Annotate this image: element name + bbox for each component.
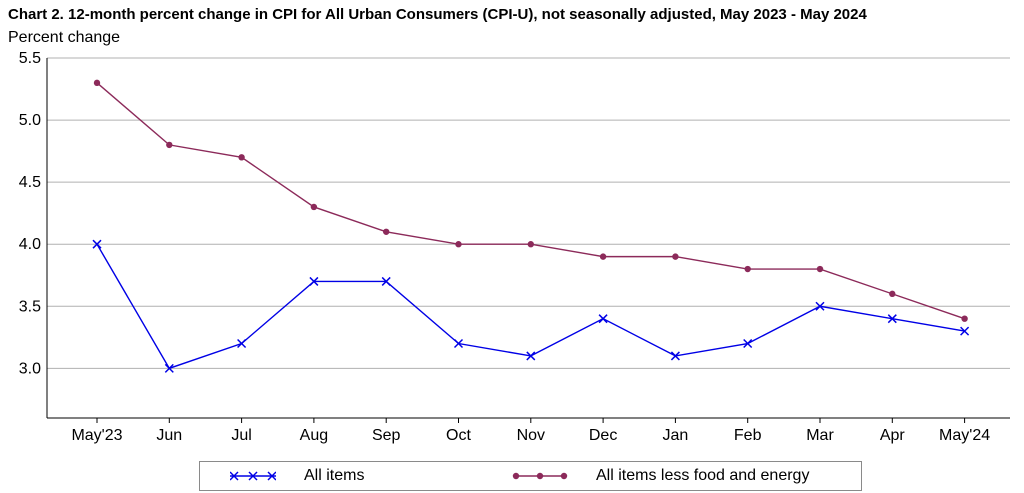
data-point: [381, 276, 391, 286]
marker-stroke: [309, 276, 319, 286]
data-point: [744, 265, 751, 273]
data-series: [92, 79, 970, 373]
marker-stroke: [815, 301, 825, 311]
data-point: [455, 241, 462, 248]
x-tick-label: Oct: [446, 427, 471, 444]
data-point: [889, 290, 896, 298]
series-core: [93, 79, 968, 322]
data-point: [237, 338, 247, 349]
marker-stroke: [960, 326, 970, 336]
legend-swatch-circle-marker: [512, 472, 568, 480]
data-point: [93, 79, 101, 87]
data-point: [164, 363, 174, 373]
data-point: [238, 154, 245, 161]
x-tick-label: Apr: [880, 427, 906, 444]
data-point: [672, 253, 679, 260]
gridlines: [47, 57, 1010, 369]
chart-title: Chart 2. 12-month percent change in CPI …: [8, 6, 867, 23]
marker-stroke: [743, 338, 753, 349]
y-tick-label: 3.0: [19, 360, 41, 377]
marker-stroke: [164, 363, 174, 373]
x-tick-label: Dec: [589, 427, 617, 444]
x-tick-label: Sep: [372, 427, 401, 444]
y-tick-label: 4.0: [19, 236, 41, 253]
series-all-items: [92, 239, 970, 373]
x-tick-label: May'24: [939, 427, 990, 444]
y-tick-label: 5.5: [19, 50, 41, 67]
data-point: [670, 351, 680, 361]
data-point: [598, 314, 608, 324]
data-point: [961, 315, 968, 322]
data-point: [92, 239, 102, 249]
data-point: [310, 203, 318, 211]
x-tick-label: Jun: [156, 427, 182, 444]
x-tick-label: Aug: [300, 427, 328, 444]
y-tick-label: 5.0: [19, 112, 41, 129]
x-tick-labels: May'23 Jun Jul Aug Sep Oct Nov Dec Jan Feb Mar Apr M…: [71, 427, 990, 444]
data-point: [960, 326, 970, 336]
series-line: [96, 82, 965, 320]
legend-item-all-items: All items: [230, 462, 364, 490]
x-tick-label: Nov: [517, 427, 545, 444]
y-tick-labels: 5.5 5.0 4.5 4.0 3.5 3.0: [19, 50, 41, 377]
marker-stroke: [598, 314, 608, 324]
legend-item-core: All items less food and energy: [512, 462, 809, 490]
marker-stroke: [526, 351, 536, 361]
data-point: [815, 301, 825, 311]
legend-label-all-items: All items: [304, 467, 365, 484]
x-tick-label: Jan: [663, 427, 689, 444]
axes: [46, 58, 1010, 423]
data-point: [527, 241, 534, 248]
y-axis-label: Percent change: [8, 29, 121, 46]
legend-swatch-x-marker: [230, 471, 276, 481]
marker-stroke: [237, 338, 247, 349]
x-tick-label: Feb: [734, 427, 762, 444]
legend: All items All items less food and energy: [199, 461, 862, 491]
data-point: [166, 141, 173, 149]
data-point: [887, 314, 897, 324]
y-tick-label: 4.5: [19, 174, 41, 191]
marker-stroke: [453, 338, 464, 349]
x-tick-label: Jul: [231, 427, 251, 444]
marker-stroke: [381, 276, 391, 286]
marker-stroke: [670, 351, 680, 361]
data-point: [816, 265, 824, 273]
data-point: [383, 228, 390, 235]
data-point: [309, 276, 319, 286]
data-point: [743, 338, 753, 349]
marker-stroke: [92, 239, 102, 249]
marker-stroke: [887, 314, 897, 324]
line-chart: 5.5 5.0 4.5 4.0 3.5 3.0 May'23 Jun Jul Aug Sep Oct…: [19, 50, 1010, 444]
x-tick-label: May'23: [71, 427, 122, 444]
data-point: [599, 253, 607, 260]
data-point: [526, 351, 536, 361]
data-point: [453, 338, 464, 349]
legend-label-core: All items less food and energy: [596, 467, 810, 484]
y-tick-label: 3.5: [19, 298, 41, 315]
x-tick-label: Mar: [806, 427, 834, 444]
